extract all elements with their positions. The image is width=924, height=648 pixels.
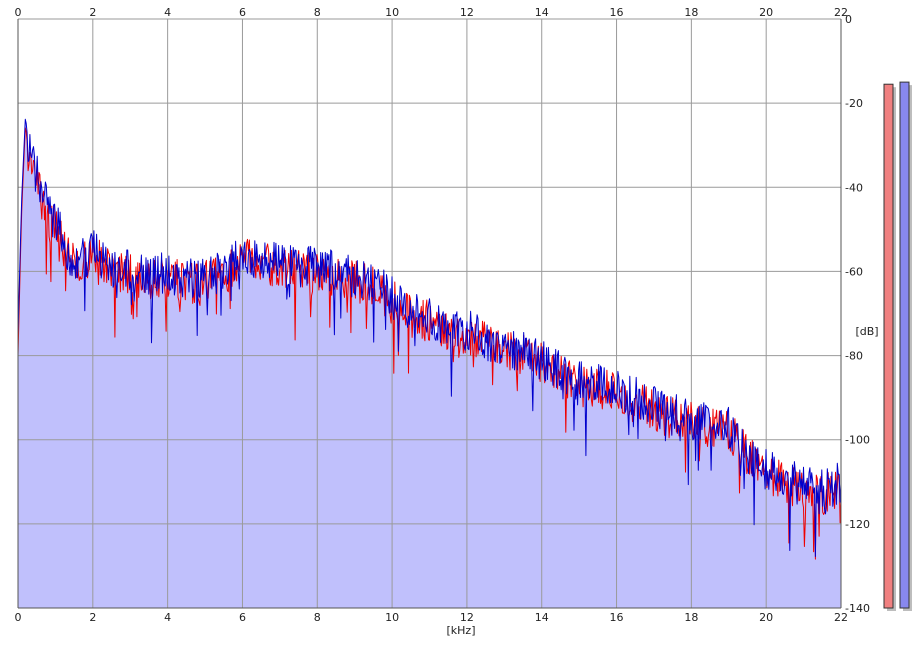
- x-tick-label-bottom: 0: [15, 611, 22, 624]
- plot-frame: [17, 19, 842, 609]
- x-tick-label-top: 20: [759, 6, 773, 19]
- spectrum-area-fill: [18, 119, 841, 609]
- x-tick-labels-top: 0 2 4 6 8 10 12 14 16 18 20 22: [15, 6, 849, 19]
- x-tick-label-bottom: 10: [385, 611, 399, 624]
- x-tick-label-bottom: 12: [460, 611, 474, 624]
- x-tick-label-top: 10: [385, 6, 399, 19]
- x-tick-labels-bottom: 0 2 4 6 8 10 12 14 16 18 20 22: [15, 611, 849, 624]
- series-lines: [17, 118, 842, 560]
- y-tick-labels: 0 -20 -40 -60 -80 -100 -120 -140: [845, 13, 870, 615]
- y-tick-label: 0: [845, 13, 852, 26]
- x-tick-label-top: 18: [684, 6, 698, 19]
- y-tick-label: -140: [845, 602, 870, 615]
- level-meter-bar: [883, 83, 894, 609]
- x-tick-label-top: 12: [460, 6, 474, 19]
- y-tick-label: -80: [845, 350, 863, 363]
- x-axis-label: [kHz]: [447, 624, 476, 637]
- x-tick-label-top: 14: [535, 6, 549, 19]
- x-tick-label-top: 2: [89, 6, 96, 19]
- x-tick-label-bottom: 20: [759, 611, 773, 624]
- x-tick-label-bottom: 22: [834, 611, 848, 624]
- y-tick-label: -60: [845, 265, 863, 278]
- y-tick-label: -40: [845, 181, 863, 194]
- y-axis-label: [dB]: [855, 325, 878, 338]
- x-tick-label-bottom: 8: [314, 611, 321, 624]
- x-tick-label-bottom: 14: [535, 611, 549, 624]
- x-tick-label-top: 4: [164, 6, 171, 19]
- series-line-blue: [17, 118, 842, 557]
- x-tick-label-top: 8: [314, 6, 321, 19]
- x-tick-label-bottom: 2: [89, 611, 96, 624]
- y-tick-label: -100: [845, 434, 870, 447]
- y-tick-label: -20: [845, 97, 863, 110]
- y-tick-label: -120: [845, 518, 870, 531]
- x-tick-label-bottom: 6: [239, 611, 246, 624]
- x-tick-label-top: 0: [15, 6, 22, 19]
- x-tick-label-bottom: 16: [610, 611, 624, 624]
- x-tick-label-top: 6: [239, 6, 246, 19]
- spectrum-fill-area: [18, 119, 841, 609]
- x-tick-label-bottom: 18: [684, 611, 698, 624]
- level-meter-bar: [899, 81, 910, 609]
- grid-lines: [17, 18, 842, 609]
- level-meters: [883, 81, 912, 612]
- x-tick-label-top: 22: [834, 6, 848, 19]
- x-tick-label-top: 16: [610, 6, 624, 19]
- x-tick-label-bottom: 4: [164, 611, 171, 624]
